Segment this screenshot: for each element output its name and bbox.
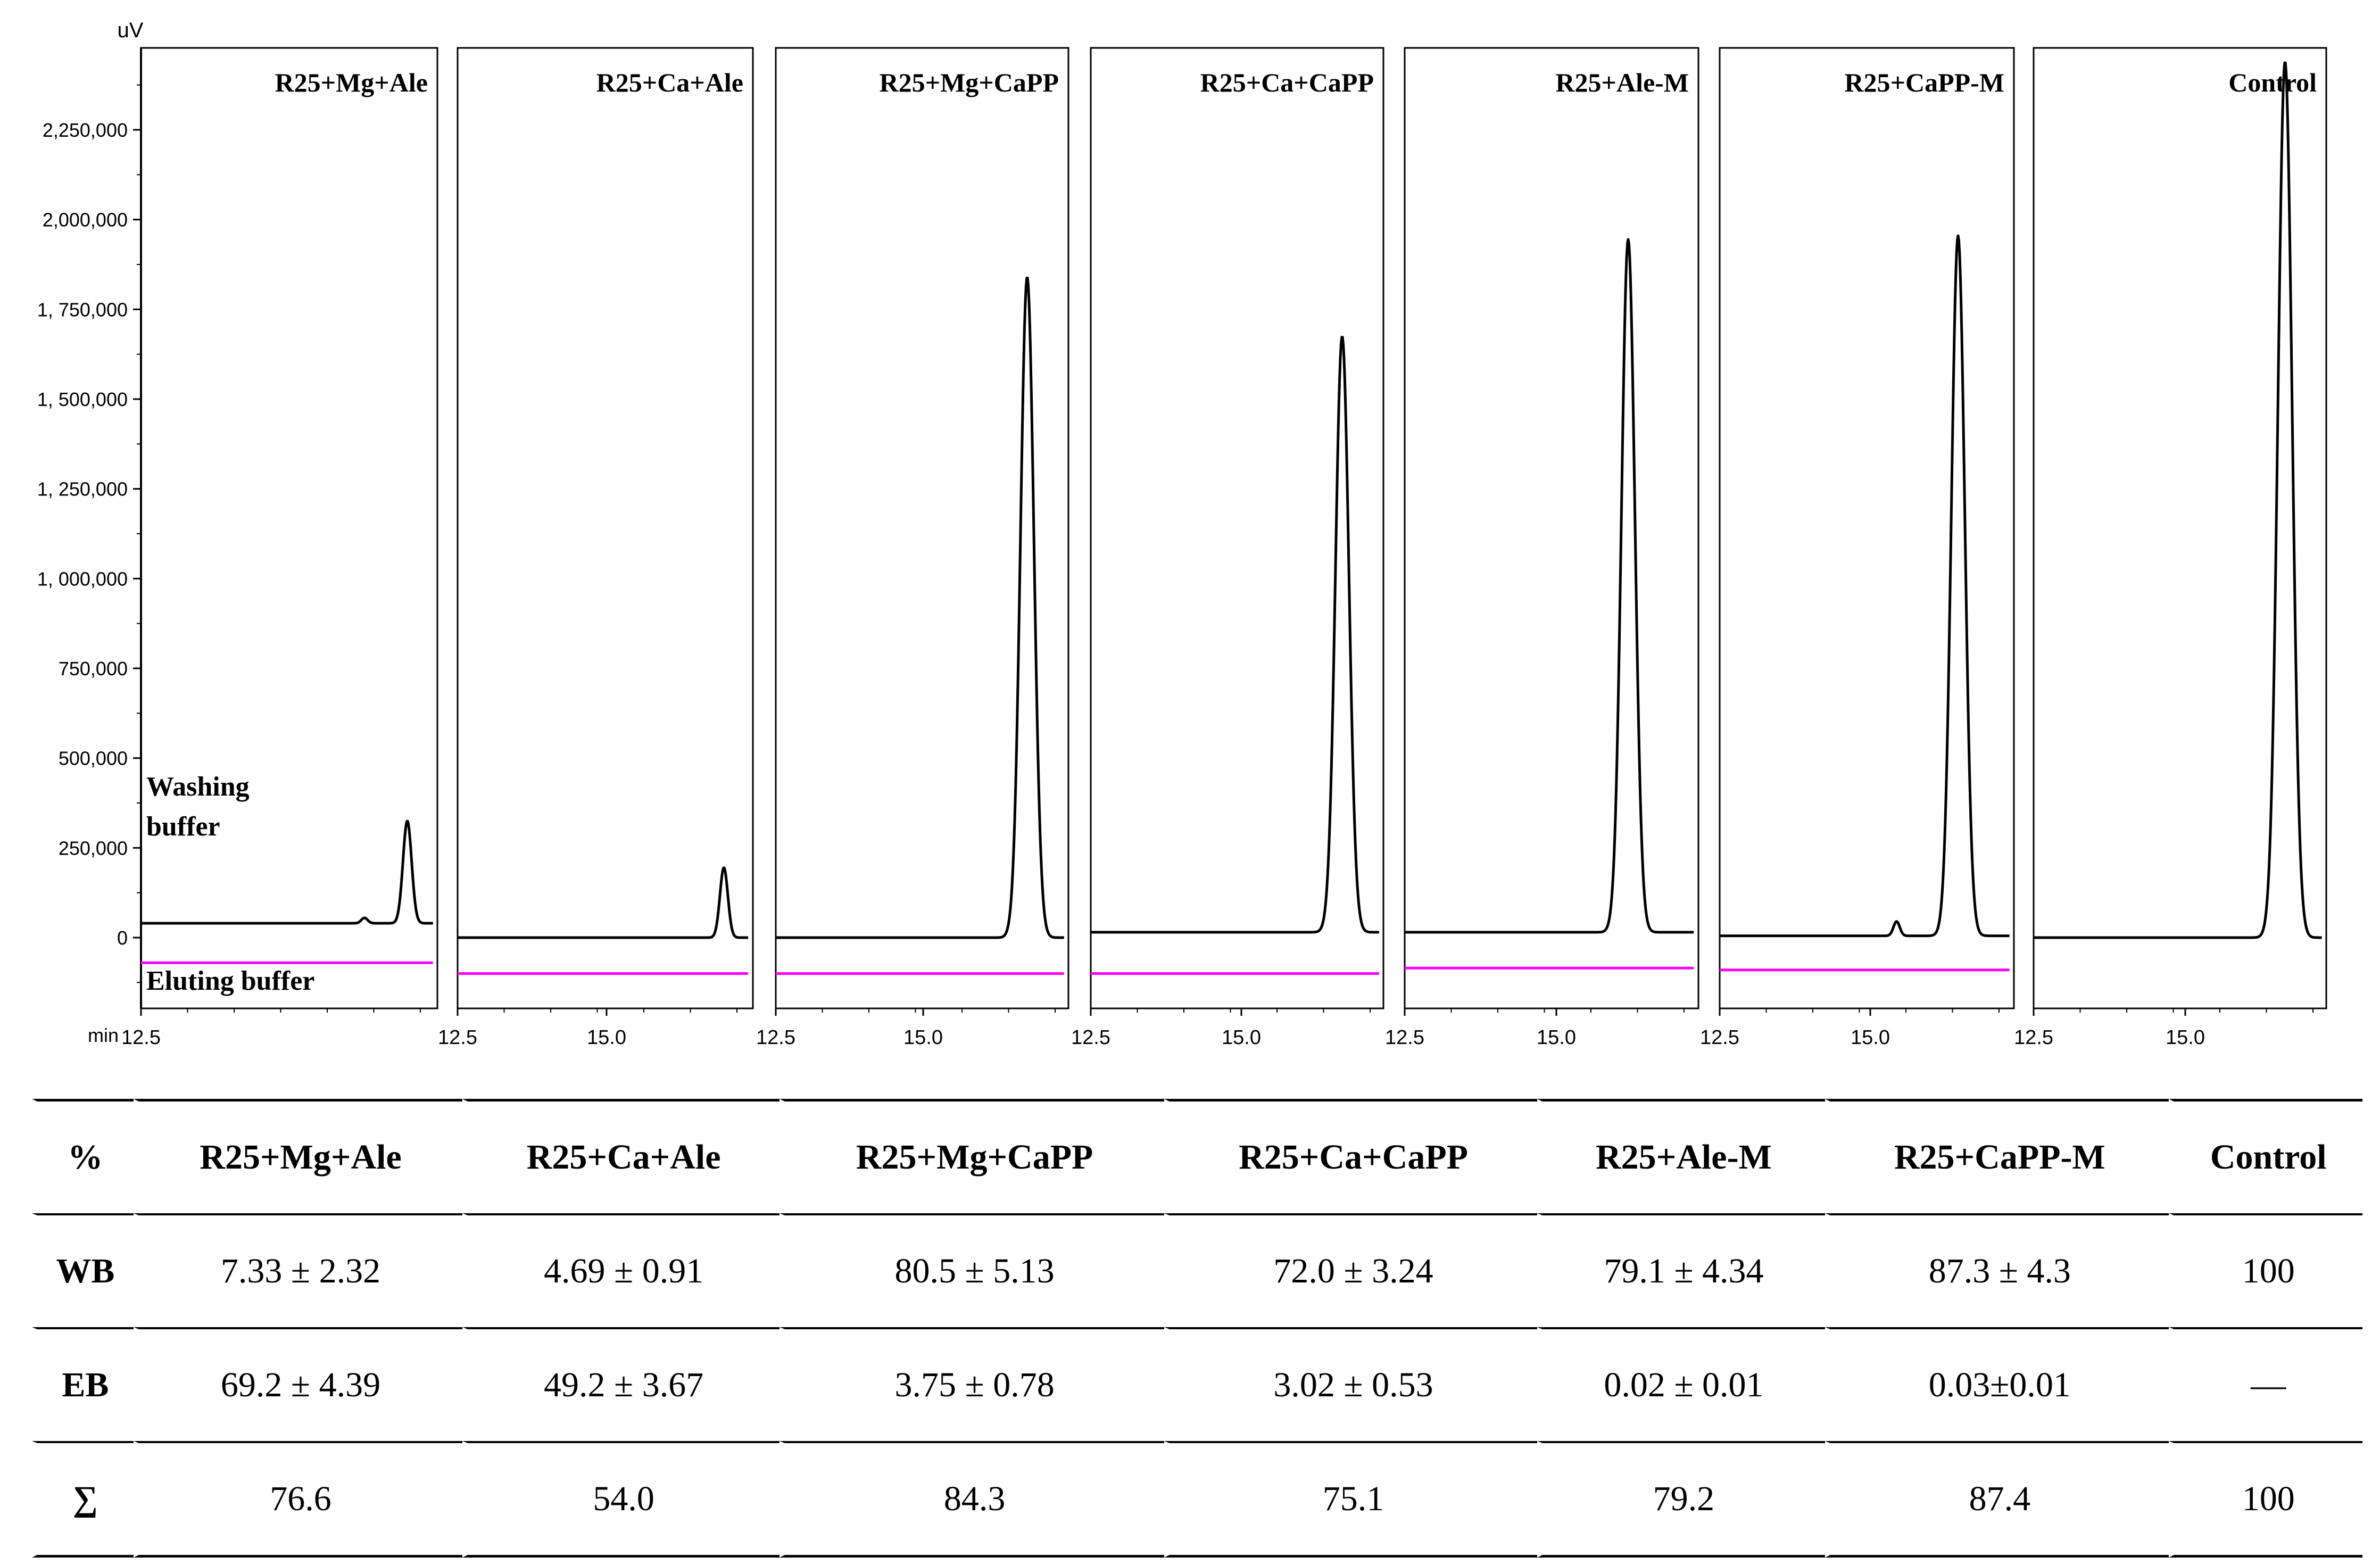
washing-buffer-label-line2: buffer — [146, 812, 220, 842]
buffer-annotations: Washing buffer Eluting buffer — [146, 772, 314, 996]
table-cell: 76.6 — [133, 1441, 463, 1558]
panel-title: R25+Mg+Ale — [275, 68, 428, 97]
table-cell: 87.3 ± 4.3 — [1825, 1213, 2169, 1327]
x-tick-label: 12.5 — [2014, 1026, 2053, 1049]
chromatogram-panel: R25+Ale-M 12.5 15.0 — [1385, 47, 1890, 1049]
table-corner-cell: % — [32, 1099, 134, 1213]
y-axis-unit-label: uV — [118, 19, 144, 42]
washing-buffer-trace — [1404, 238, 1695, 934]
x-axis-unit-label: min — [88, 1024, 119, 1046]
washing-buffer-trace — [775, 277, 1065, 939]
panel-frame — [1404, 47, 1699, 1009]
x-tick-label: 12.5 — [438, 1026, 477, 1049]
panel-title: R25+Ca+Ale — [596, 68, 743, 97]
y-tick-label: 1, 500,000 — [37, 388, 128, 410]
table-cell: 72.0 ± 3.24 — [1164, 1213, 1537, 1327]
washing-buffer-trace — [2033, 61, 2323, 939]
y-tick-label: 1, 250,000 — [37, 478, 128, 500]
x-tick-label: 15.0 — [1222, 1026, 1261, 1049]
eluting-buffer-label: Eluting buffer — [146, 966, 314, 996]
x-tick-label: 12.5 — [756, 1026, 795, 1049]
table-column-header: R25+Mg+Ale — [133, 1099, 463, 1213]
x-tick-label: 15.0 — [2166, 1026, 2205, 1049]
table-cell: 87.4 — [1825, 1441, 2169, 1558]
table-cell: 7.33 ± 2.32 — [133, 1213, 463, 1327]
x-tick-label: 15.0 — [1851, 1026, 1890, 1049]
y-tick-label: 0 — [117, 927, 128, 949]
panel-title: R25+Ca+CaPP — [1200, 68, 1374, 97]
table-row-label: EB — [32, 1327, 134, 1441]
y-tick-label: 2,250,000 — [43, 119, 128, 141]
washing-buffer-label-line1: Washing — [146, 772, 250, 802]
panel-frame — [1090, 47, 1384, 1009]
panel-frame — [457, 47, 754, 1009]
table-column-header: Control — [2169, 1099, 2362, 1213]
chromatogram-figure: uV 0 250,000 500,000 750,000 1, 000,000 1, 250… — [37, 19, 2327, 1049]
y-tick-label: 1, 750,000 — [37, 299, 128, 320]
panel-frame — [1719, 47, 2015, 1009]
x-tick-label: 12.5 — [1071, 1026, 1110, 1049]
table-cell: 54.0 — [462, 1441, 779, 1558]
chromatogram-panel: R25+Mg+CaPP 12.5 15.0 — [756, 47, 1261, 1049]
washing-buffer-trace — [1090, 336, 1380, 934]
panel-title: Control — [2228, 68, 2317, 97]
x-tick-label: 12.5 — [121, 1026, 161, 1049]
table-cell: 80.5 ± 5.13 — [779, 1213, 1165, 1327]
y-tick-label: 750,000 — [59, 658, 128, 680]
x-tick-label: 15.0 — [1537, 1026, 1576, 1049]
table-cell: 84.3 — [779, 1441, 1165, 1558]
y-tick-label: 2,000,000 — [43, 209, 128, 231]
washing-buffer-trace — [1719, 234, 2010, 938]
chromatogram-panel: R25+Ca+Ale 12.5 15.0 — [438, 47, 943, 1049]
table-cell: 79.1 ± 4.34 — [1537, 1213, 1826, 1327]
table-column-header: R25+Ale-M — [1537, 1099, 1826, 1213]
table-row-label: ∑ — [32, 1441, 134, 1558]
washing-buffer-trace — [457, 866, 749, 939]
table-cell: 69.2 ± 4.39 — [133, 1327, 463, 1441]
table-cell: 0.02 ± 0.01 — [1537, 1327, 1826, 1441]
washing-buffer-trace — [140, 819, 434, 925]
table-column-header: R25+Ca+CaPP — [1164, 1099, 1537, 1213]
panel-title: R25+Ale-M — [1555, 68, 1689, 97]
x-tick-label: 12.5 — [1700, 1026, 1739, 1049]
table-header-row: % R25+Mg+Ale R25+Ca+Ale R25+Mg+CaPP R25+… — [32, 1099, 2362, 1213]
table-cell: 79.2 — [1537, 1441, 1826, 1558]
table-row-label: WB — [32, 1213, 134, 1327]
table-column-header: R25+CaPP-M — [1825, 1099, 2169, 1213]
y-axis: uV 0 250,000 500,000 750,000 1, 000,000 1, 250… — [37, 19, 144, 1046]
table-column-header: R25+Mg+CaPP — [779, 1099, 1165, 1213]
table-cell: 0.03±0.01 — [1825, 1327, 2169, 1441]
panel-frame — [140, 47, 438, 1009]
panel-title: R25+CaPP-M — [1844, 68, 2004, 97]
table-cell: 4.69 ± 0.91 — [462, 1213, 779, 1327]
chromatogram-panel: Control 12.5 15.0 — [2014, 47, 2327, 1049]
chromatogram-panel: R25+Ca+CaPP 12.5 15.0 — [1071, 47, 1576, 1049]
y-tick-label: 1, 000,000 — [37, 568, 128, 590]
table-cell: 75.1 — [1164, 1441, 1537, 1558]
table-cell: 100 — [2169, 1213, 2362, 1327]
table-cell: 49.2 ± 3.67 — [462, 1327, 779, 1441]
table-row-wb: WB 7.33 ± 2.32 4.69 ± 0.91 80.5 ± 5.13 7… — [32, 1213, 2362, 1327]
y-tick-label: 250,000 — [59, 837, 128, 859]
table-cell: 3.02 ± 0.53 — [1164, 1327, 1537, 1441]
table-cell: — — [2169, 1327, 2362, 1441]
y-tick-label: 500,000 — [59, 748, 128, 769]
table-cell: 3.75 ± 0.78 — [779, 1327, 1165, 1441]
panel-frame — [2033, 47, 2327, 1009]
table-row-sum: ∑ 76.6 54.0 84.3 75.1 79.2 87.4 100 — [32, 1441, 2362, 1558]
chromatogram-panel: R25+Mg+Ale 12.5 15.0 — [121, 47, 626, 1049]
panel-frame — [775, 47, 1069, 1009]
chromatogram-panel: R25+CaPP-M 12.5 15.0 — [1700, 47, 2205, 1049]
x-tick-label: 15.0 — [903, 1026, 943, 1049]
x-tick-label: 12.5 — [1385, 1026, 1424, 1049]
x-tick-label: 15.0 — [587, 1026, 626, 1049]
panel-title: R25+Mg+CaPP — [880, 68, 1059, 97]
results-table: % R25+Mg+Ale R25+Ca+Ale R25+Mg+CaPP R25+… — [32, 1099, 2362, 1558]
table-row-eb: EB 69.2 ± 4.39 49.2 ± 3.67 3.75 ± 0.78 3… — [32, 1327, 2362, 1441]
table-cell: 100 — [2169, 1441, 2362, 1558]
table-column-header: R25+Ca+Ale — [462, 1099, 779, 1213]
